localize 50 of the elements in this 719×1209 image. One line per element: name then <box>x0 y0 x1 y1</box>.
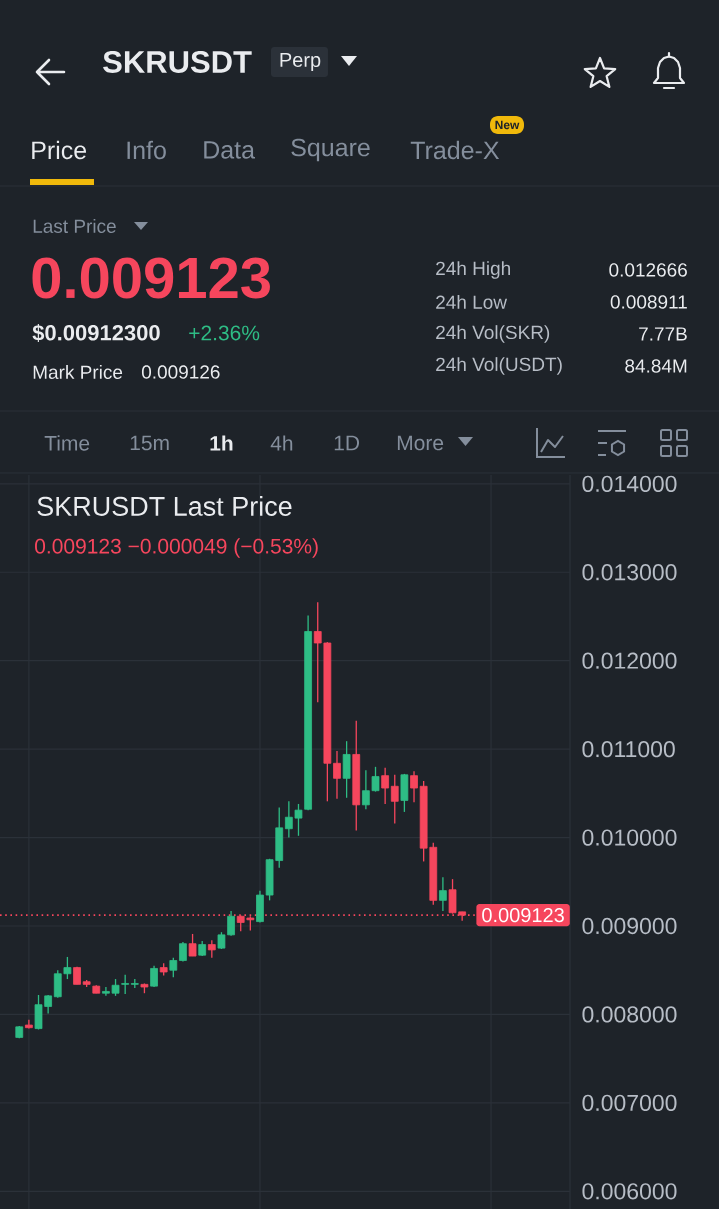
text: 24h Low <box>436 295 508 309</box>
text: 84.84M <box>625 359 687 373</box>
text: 1D <box>334 435 360 451</box>
text: 0.009126 <box>141 365 220 379</box>
text: SKRUSDT Last Price <box>37 496 292 516</box>
text: Last Price <box>33 219 116 233</box>
text: More <box>397 435 444 451</box>
y-tick-label: 0.006000 <box>582 1183 677 1200</box>
text: Time <box>44 435 90 451</box>
candlestick <box>342 740 351 799</box>
text: +2.36% <box>189 325 260 341</box>
text: 0.008911 <box>610 295 687 309</box>
candlestick <box>169 957 178 978</box>
text: Price <box>32 140 87 160</box>
text: 7.77B <box>639 327 687 341</box>
text: 1h <box>210 435 233 451</box>
text: Trade-X <box>410 140 500 160</box>
candlestick <box>188 933 197 957</box>
text: New <box>495 120 520 130</box>
text: 0.009123 <box>32 257 270 299</box>
y-tick-label: 0.010000 <box>582 829 677 846</box>
text: 15m <box>130 435 169 451</box>
text: Square <box>291 138 370 162</box>
text: SKRUSDT <box>103 51 252 73</box>
y-tick-label: 0.007000 <box>582 1094 677 1112</box>
candlestick <box>439 876 447 912</box>
text: 24h Vol(SKR) <box>436 325 550 343</box>
text: 4h <box>270 435 293 451</box>
y-tick-label: 0.012000 <box>582 652 677 669</box>
text: Info <box>127 140 166 160</box>
y-tick-label: 0.011000 <box>582 740 675 758</box>
text: $0.00912300 <box>32 324 160 342</box>
text: 24h Vol(USDT) <box>436 357 562 375</box>
y-tick-label: 0.013000 <box>582 564 677 581</box>
text: 24h High <box>436 261 510 279</box>
text: Data <box>204 141 256 159</box>
text: 0.012666 <box>609 263 687 277</box>
text: 0.009123 −0.000049 (−0.53%) <box>35 538 318 558</box>
candlestick <box>25 1019 33 1030</box>
candlestick <box>390 774 399 825</box>
text: Mark Price <box>33 365 123 379</box>
candlestick <box>381 767 389 805</box>
y-tick-label: 0.009000 <box>582 917 677 935</box>
text: Perp <box>280 53 321 71</box>
candlestick <box>410 770 418 803</box>
candlestick <box>333 750 341 800</box>
ref-line-label: 0.009123 <box>482 908 564 923</box>
y-tick-label: 0.008000 <box>582 1006 677 1023</box>
y-tick-label: 0.014000 <box>582 475 677 492</box>
candlestick <box>121 973 130 995</box>
